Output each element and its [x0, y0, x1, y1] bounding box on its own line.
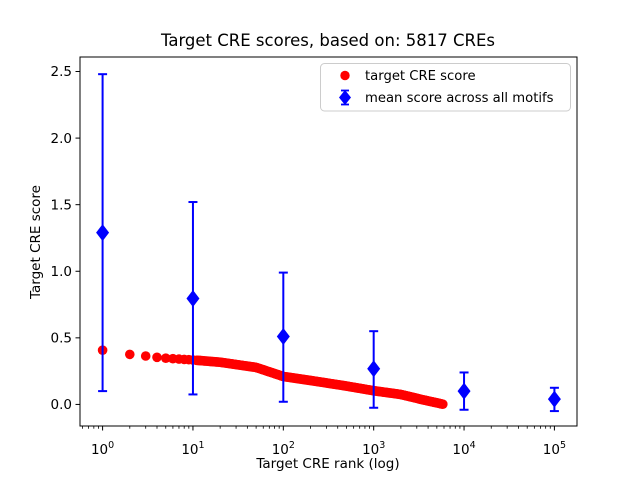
mean-score-diamond — [547, 390, 561, 408]
legend-label-target-score: target CRE score — [365, 69, 476, 84]
target-score-dot — [161, 353, 171, 364]
mean-score-point — [367, 330, 381, 409]
mean-score-diamond — [367, 360, 381, 378]
mean-score-diamond — [276, 328, 290, 346]
y-tick-label: 1.5 — [51, 197, 72, 213]
y-axis-label: Target CRE score — [28, 185, 44, 300]
y-axis-ticks: 0.0 0.5 1.0 1.5 2.0 2.5 — [51, 64, 80, 413]
series-mean-score — [96, 73, 561, 413]
y-tick-label: 2.0 — [51, 131, 72, 147]
mean-score-point — [547, 386, 561, 413]
legend: target CRE score mean score across all m… — [320, 63, 571, 112]
mean-score-point — [96, 73, 110, 393]
legend-mean-score-marker-icon — [339, 89, 351, 106]
legend-target-score-marker-icon — [340, 70, 350, 81]
mean-score-point — [457, 371, 471, 411]
axes-frame — [79, 56, 578, 427]
mean-score-diamond — [186, 290, 200, 308]
legend-label-mean-score: mean score across all motifs — [365, 91, 554, 106]
x-tick-label: 104 — [452, 440, 475, 458]
x-axis-ticks: 100 101 102 103 104 105 — [82, 426, 566, 458]
target-score-dot — [152, 352, 162, 363]
target-score-dot — [125, 349, 135, 360]
target-score-dot — [438, 399, 448, 410]
x-tick-label: 102 — [272, 440, 295, 458]
mean-score-diamond — [96, 224, 110, 242]
x-axis-label: Target CRE rank (log) — [255, 456, 399, 472]
legend-box — [320, 63, 571, 112]
x-tick-label: 100 — [91, 440, 114, 458]
y-tick-label: 2.5 — [51, 64, 72, 80]
mean-score-diamond — [457, 382, 471, 400]
mean-score-point — [186, 201, 200, 396]
y-tick-label: 0.5 — [51, 331, 72, 347]
mean-score-point — [276, 271, 290, 403]
x-tick-label: 103 — [362, 440, 385, 458]
chart-title: Target CRE scores, based on: 5817 CREs — [160, 31, 495, 50]
series-target-cre-score — [97, 345, 448, 410]
x-tick-label: 105 — [543, 440, 566, 458]
x-tick-label: 101 — [181, 440, 204, 458]
y-tick-label: 0.0 — [51, 397, 72, 413]
target-score-dot — [140, 351, 151, 361]
y-tick-label: 1.0 — [51, 264, 72, 280]
